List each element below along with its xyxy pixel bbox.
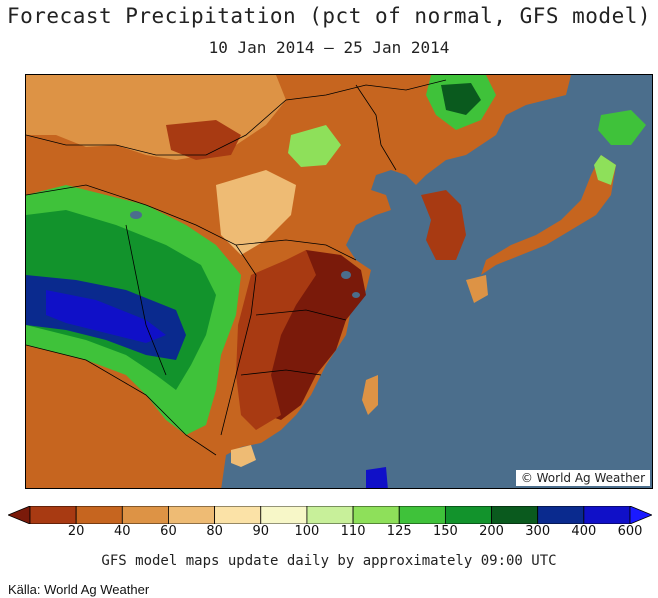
japan-honshu-north-green [594,155,616,185]
legend-swatch [491,506,539,524]
legend-swatch [29,506,77,524]
legend-tick-label: 60 [160,524,177,539]
copyright-label: © World Ag Weather [515,470,650,486]
color-legend-ticks: 20 40 60 80 90 100 110 125 150 200 300 400 600 [0,524,658,540]
taiwan [362,375,378,415]
legend-tick-label: 90 [252,524,270,539]
legend-tick-label: 600 [617,524,643,539]
legend-swatch [168,506,216,524]
legend-high-arrow [629,506,652,524]
legend-tick-label: 20 [67,524,85,539]
legend-swatch [260,506,308,524]
province-borders [26,79,447,456]
legend-swatch [444,506,492,524]
color-legend-bar [8,506,652,524]
precipitation-map: © World Ag Weather [25,74,653,489]
wet-area-beijing [288,125,341,167]
legend-swatch [214,506,262,524]
legend-tick-label: 100 [294,524,320,539]
legend-tick-label: 40 [114,524,131,539]
korea-peninsula [421,190,466,260]
legend-low-arrow [8,506,31,524]
legend-tick-label: 400 [571,524,597,539]
legend-swatch [75,506,123,524]
legend-tick-label: 200 [479,524,504,539]
japan-hokkaido [598,110,646,145]
legend-swatch [537,506,585,524]
legend-swatch [398,506,446,524]
legend-swatch [352,506,400,524]
legend-tick-label: 125 [386,524,412,539]
japan-honshu [481,155,616,275]
dry-band-southeast [236,250,316,430]
hainan [231,445,256,467]
japan-kyushu [466,275,488,303]
map-canvas [26,75,652,488]
legend-swatch [121,506,169,524]
legend-swatch [583,506,631,524]
map-title: Forecast Precipitation (pct of normal, G… [6,4,651,28]
tan-central-band [216,170,296,255]
legend-tick-label: 150 [432,524,458,539]
legend-tick-label: 80 [206,524,223,539]
wet-area-north-dark [441,83,481,115]
wet-core-bright-blue [46,290,166,343]
legend-tick-label: 300 [525,524,551,539]
date-range: 10 Jan 2014 – 25 Jan 2014 [208,38,450,57]
dark-north-patch [166,120,241,160]
lakes [130,211,360,298]
legend-tick-label: 110 [340,524,366,539]
legend-swatch [306,506,354,524]
source-credit: Källa: World Ag Weather [8,582,150,597]
update-note: GFS model maps update daily by approxima… [101,553,557,569]
south-blue-patch [366,467,388,488]
